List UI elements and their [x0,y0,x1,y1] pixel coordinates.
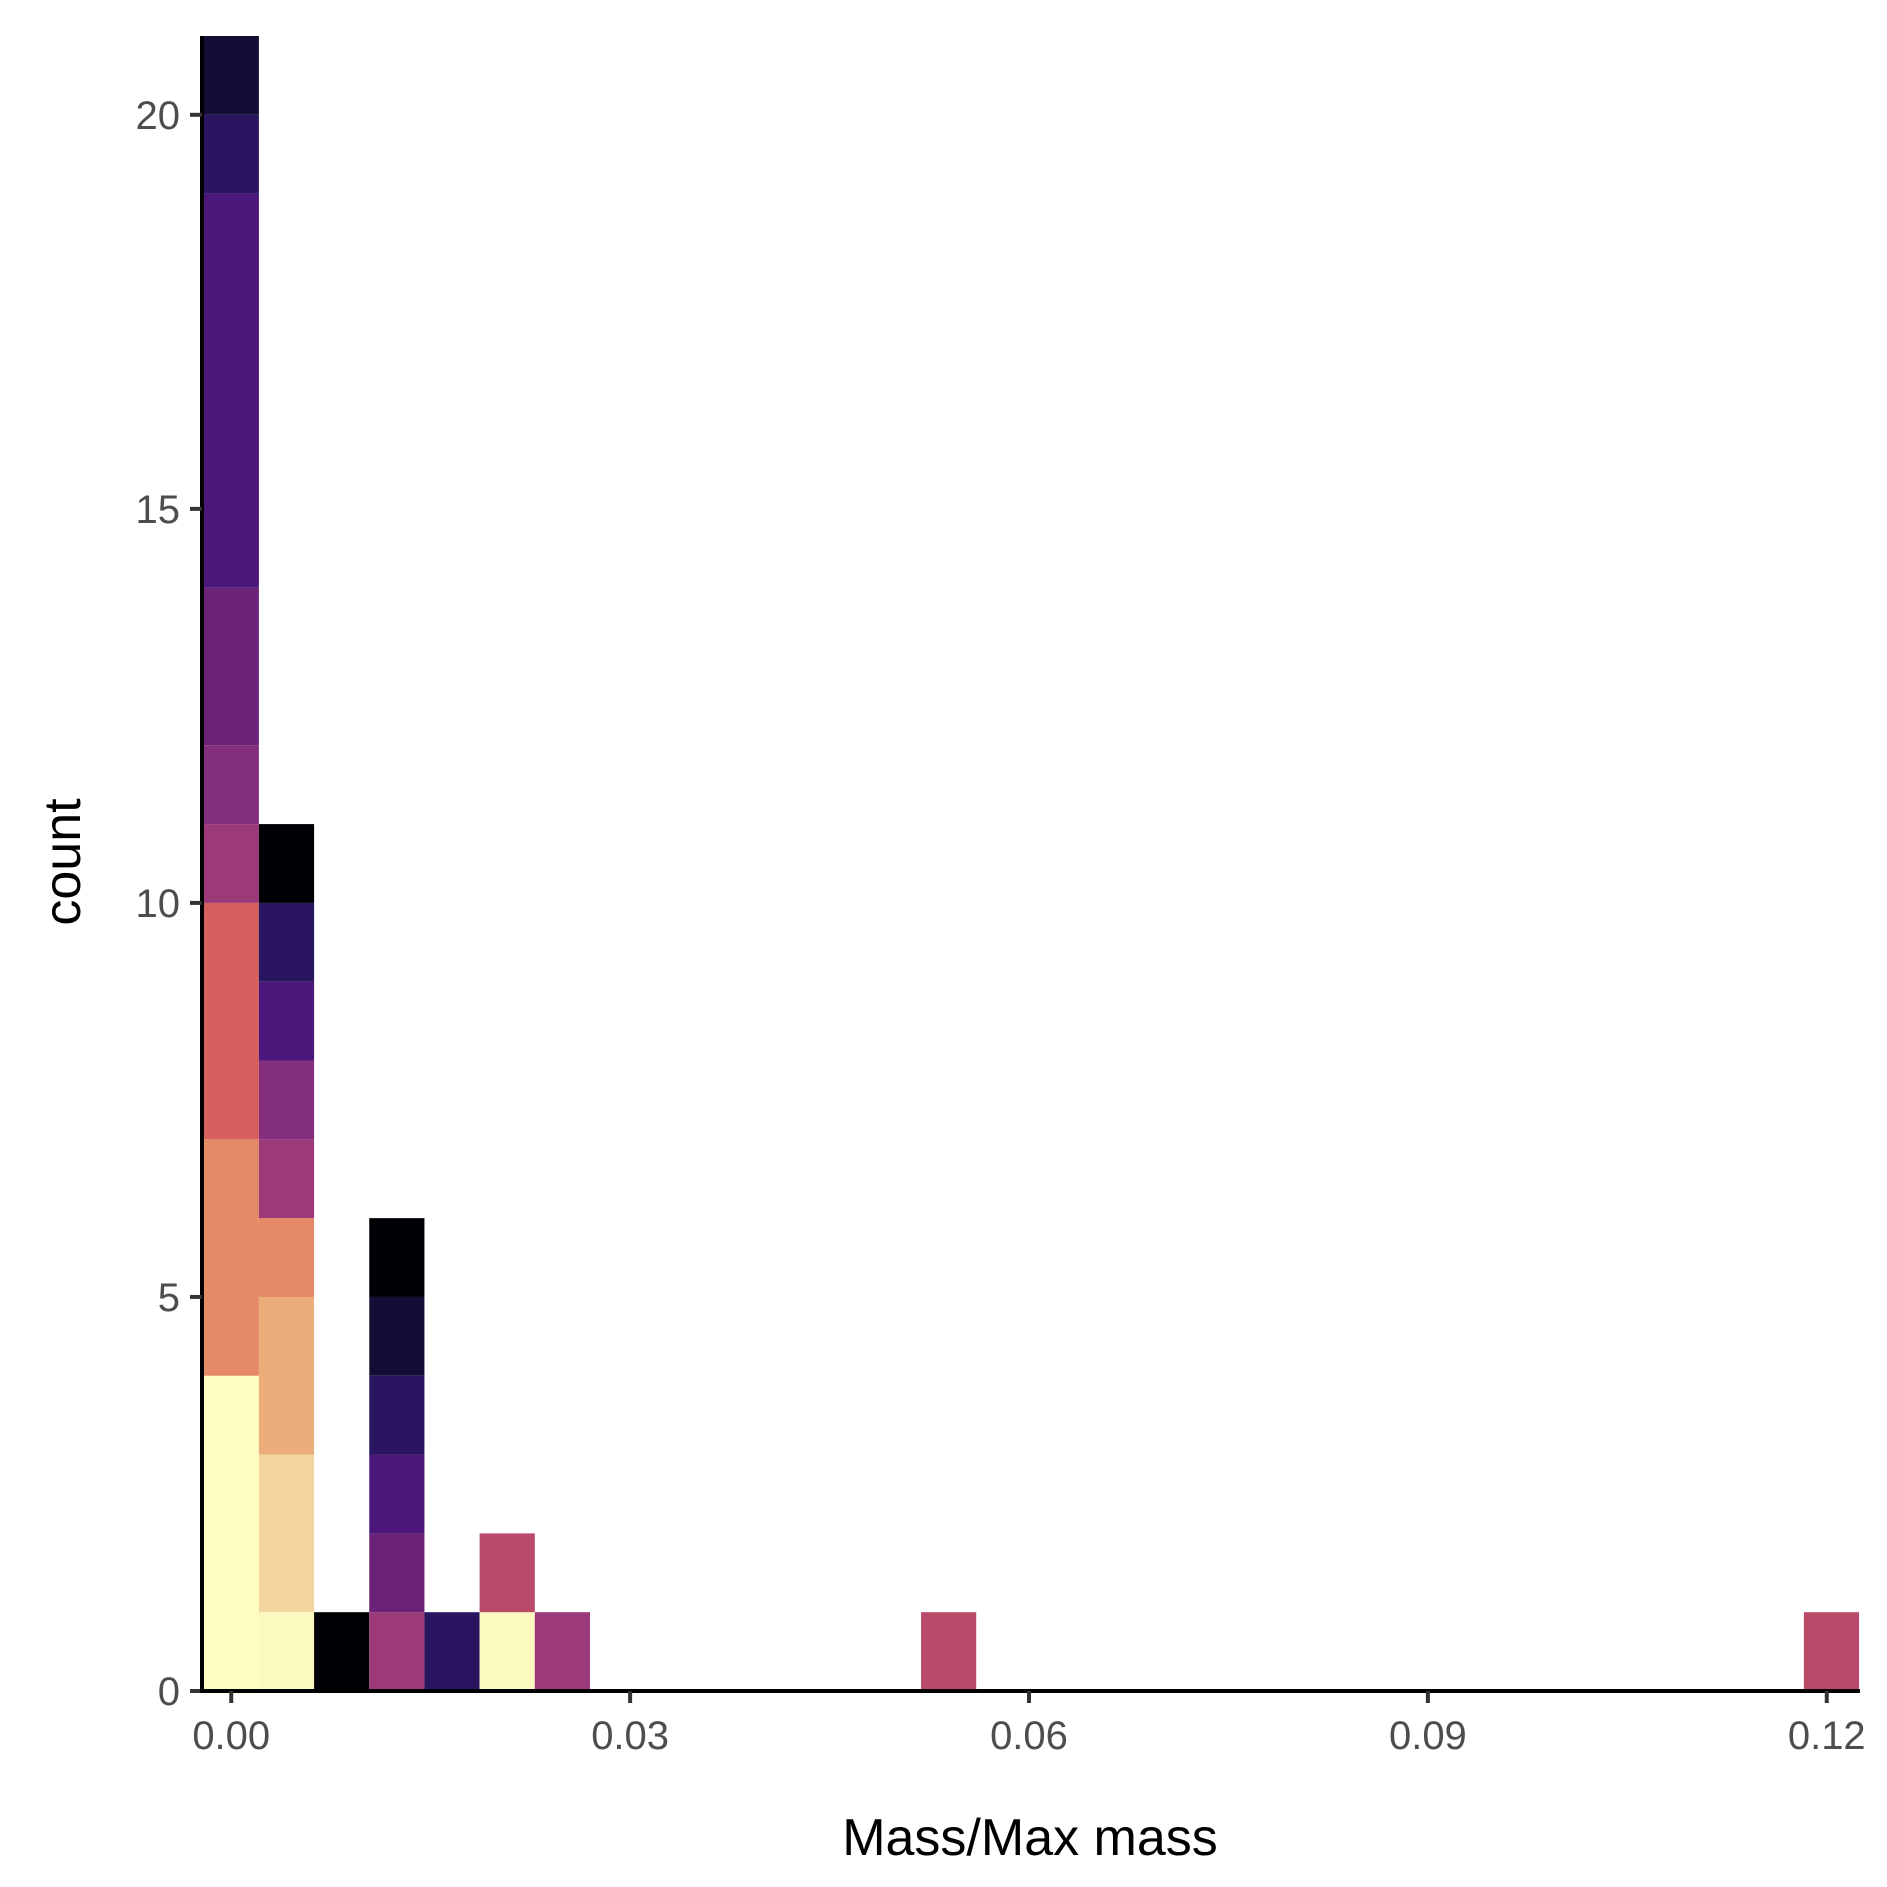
y-axis: 0 5 10 15 20 [136,36,204,1714]
histogram-bar-segment [534,1612,590,1691]
histogram-bar-segment [369,1533,425,1613]
histogram-bar-segment [258,1612,315,1691]
histogram-bar-segment [203,902,259,1140]
histogram-bar-segment [424,1612,480,1691]
x-axis-title: Mass/Max mass [842,1809,1218,1867]
x-tick-label: 0.09 [1389,1714,1467,1758]
histogram-bar-segment [203,824,259,903]
histogram-bar-segment [921,1612,977,1691]
histogram-bar-segment [369,1612,425,1691]
histogram-bar-segment [203,587,259,746]
x-tick-label: 0.00 [192,1714,270,1758]
x-axis: 0.00 0.03 0.06 0.09 0.12 [192,1689,1866,1758]
histogram-bar-segment [203,1139,259,1376]
y-axis-title: count [34,798,92,926]
y-tick-label: 15 [136,488,181,532]
histogram-bar-segment [314,1612,370,1691]
histogram-bar-segment [258,981,315,1061]
histogram-bar-segment [258,902,315,982]
histogram-bars [203,36,1860,1691]
x-tick-label: 0.12 [1788,1714,1866,1758]
y-tick-label: 0 [158,1670,180,1714]
histogram-bar-segment [258,824,315,903]
histogram-bar-segment [258,1454,315,1613]
histogram-bar-segment [369,1296,425,1376]
x-tick-label: 0.03 [591,1714,669,1758]
histogram-bar-segment [258,1296,315,1455]
y-tick-label: 10 [136,882,181,926]
histogram-bar-segment [203,114,259,194]
histogram-bar-segment [203,745,259,825]
y-tick-label: 20 [136,94,181,138]
histogram-bar-segment [369,1454,425,1534]
histogram-bar-segment [1803,1612,1860,1691]
histogram-bar-segment [203,36,259,115]
histogram-bar-segment [369,1375,425,1455]
histogram-bar-segment [203,1375,259,1691]
x-tick-label: 0.06 [990,1714,1068,1758]
y-tick-label: 5 [158,1276,180,1320]
histogram-bar-segment [258,1139,315,1219]
histogram-bar-segment [258,1060,315,1140]
histogram-bar-segment [369,1218,425,1297]
histogram-bar-segment [479,1533,535,1613]
histogram-bar-segment [479,1612,535,1691]
histogram-bar-segment [203,193,259,588]
histogram-bar-segment [258,1218,315,1297]
